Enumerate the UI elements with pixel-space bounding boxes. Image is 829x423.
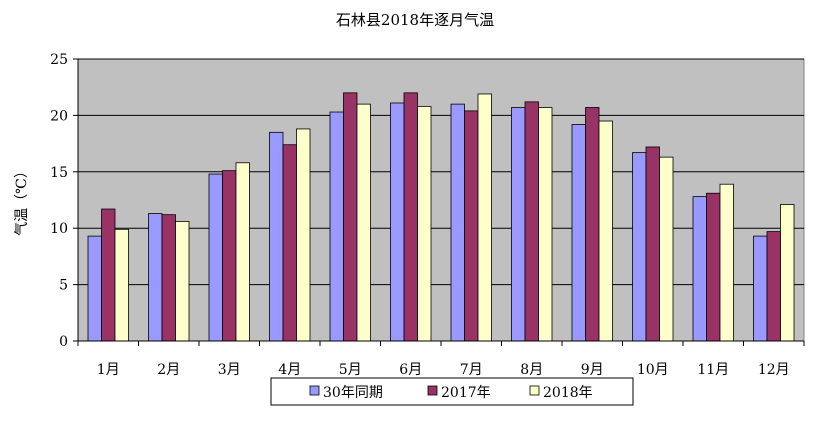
legend-items: 30年同期 2017年 2018年 xyxy=(309,385,593,401)
y-tick-label: 15 xyxy=(50,165,68,181)
y-tick-label: 0 xyxy=(59,334,68,350)
bar xyxy=(706,192,721,342)
x-tick-label: 8月 xyxy=(520,362,543,378)
x-tick-label: 2月 xyxy=(157,362,180,378)
bar xyxy=(269,131,284,342)
bar xyxy=(645,146,660,342)
x-tick-label: 7月 xyxy=(460,362,483,378)
bar xyxy=(766,231,781,342)
legend-label: 2017年 xyxy=(441,385,491,401)
bar xyxy=(148,213,163,342)
bar xyxy=(208,173,223,342)
chart-title: 石林县2018年逐月气温 xyxy=(336,11,494,29)
x-tick-label: 9月 xyxy=(581,362,604,378)
y-tick-label: 10 xyxy=(50,221,68,237)
bar xyxy=(235,162,250,342)
bar xyxy=(464,110,479,342)
bar xyxy=(101,208,116,342)
bar xyxy=(114,228,129,342)
bar xyxy=(780,204,795,342)
bar xyxy=(524,101,539,342)
x-tick-label: 4月 xyxy=(278,362,301,378)
bar xyxy=(329,111,344,342)
legend-label: 2018年 xyxy=(543,385,593,401)
bar xyxy=(753,235,768,342)
bar xyxy=(87,235,102,342)
bar xyxy=(222,170,237,342)
legend-label: 30年同期 xyxy=(323,385,383,401)
legend: 30年同期 2017年 2018年 xyxy=(270,377,634,406)
bar xyxy=(585,107,600,342)
bar xyxy=(296,128,311,342)
y-tick-label: 5 xyxy=(59,278,68,294)
bar xyxy=(632,152,647,342)
x-tick-label: 1月 xyxy=(97,362,120,378)
y-tick-label: 20 xyxy=(50,108,68,124)
bar xyxy=(175,221,190,342)
bar xyxy=(403,92,418,342)
x-tick-label: 6月 xyxy=(399,362,422,378)
x-tick-label: 3月 xyxy=(218,362,241,378)
x-tick-label: 12月 xyxy=(758,362,790,378)
legend-swatch xyxy=(427,385,438,396)
bar xyxy=(571,124,586,342)
bar xyxy=(598,120,613,342)
bar xyxy=(692,196,707,342)
x-axis-ticks: 1月 2月 3月 4月 5月 6月 7月 8月 9月 10月 11月 12月 xyxy=(77,341,805,378)
bar xyxy=(356,103,371,342)
bar xyxy=(161,214,176,342)
bar xyxy=(477,93,492,342)
bar xyxy=(390,102,405,342)
bar xyxy=(282,144,297,342)
legend-box xyxy=(270,377,634,406)
x-tick-label: 10月 xyxy=(637,362,669,378)
bar xyxy=(538,107,553,342)
plot-area xyxy=(77,58,805,342)
bar xyxy=(417,105,432,342)
bar xyxy=(450,103,465,342)
bar xyxy=(659,156,674,342)
y-axis-ticks: 0 5 10 15 20 25 xyxy=(50,52,78,350)
y-axis-label: 气温（℃） xyxy=(14,164,30,236)
bar xyxy=(511,107,526,342)
grid-lines xyxy=(78,58,804,286)
y-tick-label: 25 xyxy=(50,52,68,68)
x-tick-label: 11月 xyxy=(697,362,729,378)
x-tick-label: 5月 xyxy=(339,362,362,378)
legend-swatch xyxy=(529,385,540,396)
bars xyxy=(87,92,795,342)
legend-swatch xyxy=(309,385,320,396)
bar xyxy=(343,92,358,342)
bar xyxy=(719,183,734,342)
